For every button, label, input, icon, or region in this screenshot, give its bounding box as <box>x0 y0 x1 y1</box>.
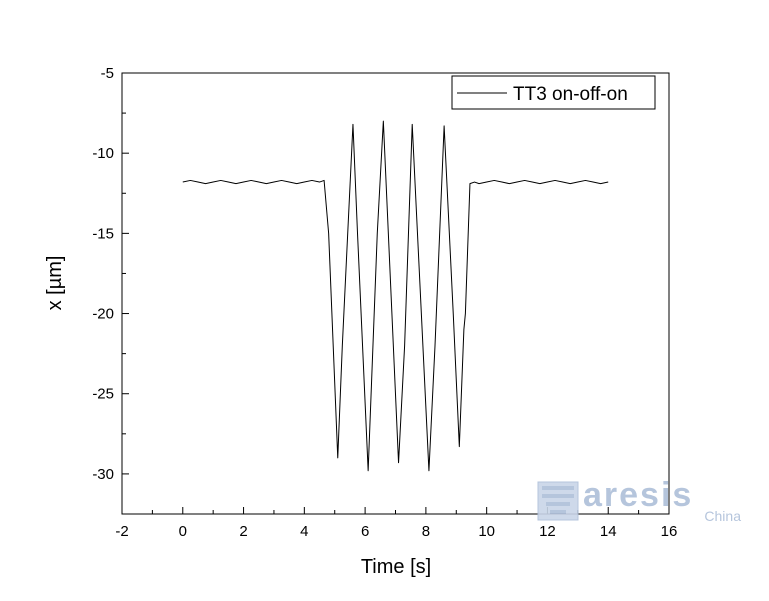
series-layer <box>182 120 609 472</box>
watermark-sub: China <box>704 508 741 524</box>
x-axis-title: Time [s] <box>361 556 431 578</box>
y-tick-label: -30 <box>92 466 114 483</box>
axis-ticks <box>121 72 670 514</box>
axis-tick-labels: -2 0 2 4 6 8 10 12 14 16-30-25-20-15-10-5 <box>92 65 677 540</box>
watermark-logo-icon <box>537 481 579 521</box>
x-tick-label: 12 <box>539 523 556 540</box>
x-tick-label: 10 <box>478 523 495 540</box>
watermark: aresis China <box>537 476 741 524</box>
legend-label: TT3 on-off-on <box>513 84 628 105</box>
x-tick-label: 16 <box>661 523 678 540</box>
x-tick-label: 0 <box>179 523 187 540</box>
y-tick-label: -25 <box>92 386 114 403</box>
x-tick-label: 8 <box>422 523 430 540</box>
x-tick-label: 2 <box>239 523 247 540</box>
y-tick-label: -5 <box>101 65 114 82</box>
series-line <box>182 120 609 472</box>
x-tick-label: 14 <box>600 523 617 540</box>
y-axis-title: x [µm] <box>44 256 66 311</box>
y-tick-label: -10 <box>92 145 114 162</box>
x-tick-label: 6 <box>361 523 369 540</box>
x-tick-label: 4 <box>300 523 308 540</box>
y-tick-label: -15 <box>92 225 114 242</box>
watermark-brand: aresis <box>583 476 693 514</box>
x-tick-label: -2 <box>115 523 128 540</box>
y-tick-label: -20 <box>92 306 114 323</box>
legend: TT3 on-off-on <box>451 75 656 110</box>
plot-frame <box>121 72 670 515</box>
